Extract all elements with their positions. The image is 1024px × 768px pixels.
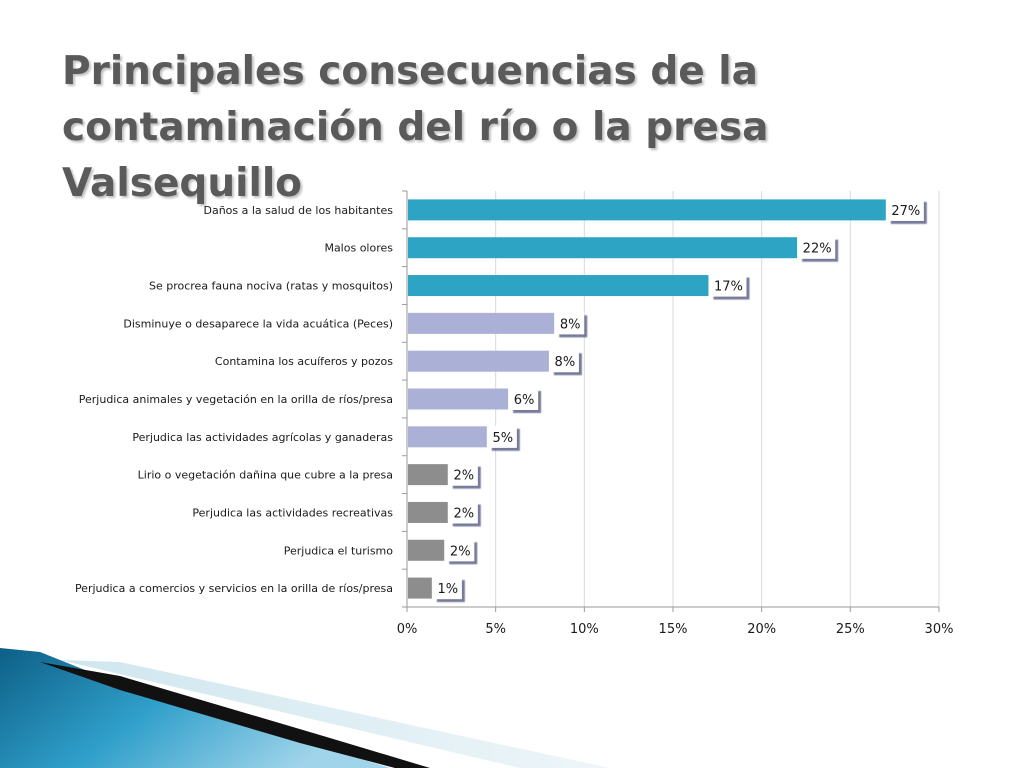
x-tick-labels: 0% 5% 10% 15% 20% 25% 30% [397, 622, 954, 637]
data-label: 8% [555, 355, 576, 370]
slide-title: Principales consecuencias de la contamin… [62, 49, 769, 206]
x-tick-label: 0% [397, 622, 418, 637]
bar [408, 501, 448, 523]
data-label: 27% [891, 204, 920, 219]
bars [408, 199, 886, 599]
bar [408, 275, 709, 297]
category-label: Malos olores [324, 242, 393, 255]
category-label: Se procrea fauna nociva (ratas y mosquit… [149, 280, 393, 293]
axes [402, 190, 940, 612]
data-label-box [550, 350, 579, 373]
category-label: Perjudica el turismo [284, 544, 394, 557]
data-labels: 27% 22% 17% 8% 8% 6% 5% 2% 2% 2% 1% [433, 198, 924, 600]
data-label: 17% [714, 280, 743, 295]
data-label-box [449, 501, 478, 524]
category-label: Contamina los acuíferos y pozos [215, 355, 393, 368]
bar [408, 237, 798, 259]
data-label-box [799, 236, 836, 259]
category-label: Perjudica a comercios y servicios en la … [75, 582, 393, 595]
category-label: Perjudica las actividades agrícolas y ga… [132, 431, 393, 444]
data-label-box [510, 388, 539, 410]
data-label-box [488, 425, 517, 448]
bar [408, 388, 509, 410]
data-label-box [449, 463, 478, 486]
gridlines [495, 191, 940, 607]
bar [408, 312, 555, 334]
x-tick-label: 30% [925, 622, 954, 637]
data-label-box [446, 539, 475, 562]
bar [408, 539, 445, 561]
x-tick-label: 25% [836, 622, 865, 637]
data-label-box [710, 274, 747, 297]
data-label: 1% [438, 582, 459, 597]
data-label: 8% [560, 317, 581, 332]
bar [408, 199, 886, 221]
category-labels: Daños a la salud de los habitantes Malos … [75, 204, 393, 595]
x-tick-label: 5% [485, 622, 506, 637]
data-label: 2% [453, 506, 474, 521]
bar [408, 426, 487, 448]
data-label-box [556, 312, 585, 335]
data-label: 2% [450, 544, 471, 559]
data-label-box [887, 198, 924, 221]
category-label: Perjudica las actividades recreativas [192, 506, 393, 519]
bar [408, 464, 448, 486]
data-label-box [433, 577, 462, 600]
data-label: 6% [514, 393, 535, 408]
category-label: Perjudica animales y vegetación en la or… [79, 393, 393, 406]
x-tick-label: 15% [659, 622, 688, 637]
category-label: Lirio o vegetación dañina que cubre a la… [138, 469, 393, 482]
category-label: Daños a la salud de los habitantes [204, 204, 394, 217]
data-label: 22% [803, 242, 832, 257]
category-label: Disminuye o desaparece la vida acuática … [123, 317, 393, 330]
bar [408, 577, 432, 599]
bar [408, 350, 549, 372]
dark-stripe-shape [40, 662, 430, 768]
data-label: 5% [492, 431, 513, 446]
x-tick-label: 10% [570, 622, 599, 637]
x-tick-label: 20% [747, 622, 776, 637]
data-label: 2% [453, 469, 474, 484]
pale-swoosh-shape [60, 660, 610, 768]
